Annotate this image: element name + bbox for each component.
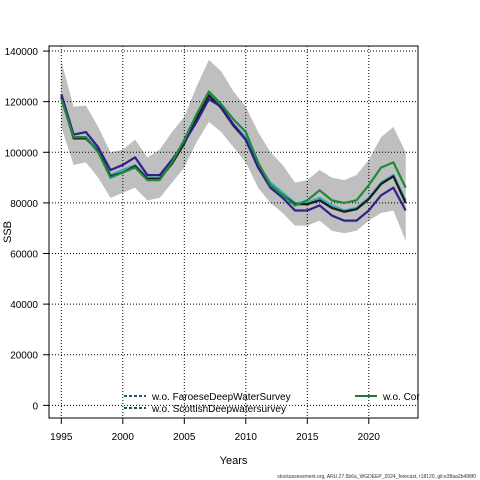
y-tick-label: 60000 [10, 250, 38, 261]
series-line-3 [60, 93, 407, 222]
legend-label: w.o. ScottishDeepwatersurvey [151, 404, 286, 415]
plot-frame [48, 45, 419, 419]
x-tick-label: 2005 [173, 432, 196, 443]
x-tick-label: 2015 [296, 432, 319, 443]
x-tick-label: 2000 [112, 432, 135, 443]
series-layer [60, 90, 407, 222]
source-caption: stockassessment.org, ARU.27.5b6a_WGDEEP_… [277, 474, 476, 480]
y-tick-label: 80000 [10, 199, 38, 210]
confidence-band-layer [61, 59, 406, 241]
y-tick-label: 40000 [10, 300, 38, 311]
x-tick-label: 2020 [358, 432, 381, 443]
legend-label: w.o. FaroeseDeepWaterSurvey [151, 392, 291, 403]
y-tick-label: 20000 [10, 351, 38, 362]
x-tick-label: 2010 [235, 432, 258, 443]
x-tick-label: 1995 [50, 432, 73, 443]
series-line-4 [60, 90, 407, 207]
y-axis-title: SSB [2, 221, 14, 243]
legend-label: w.o. Cor [382, 392, 420, 403]
y-tick-label: 100000 [5, 148, 39, 159]
y-tick-label: 120000 [5, 98, 39, 109]
x-axis-title: Years [220, 455, 248, 467]
x-axis: 1995 2000 2005 2010 2015 2020 [50, 418, 380, 443]
y-axis: 0 20000 40000 60000 80000 100000 120000 140000 [5, 47, 49, 412]
y-tick-label: 140000 [5, 47, 39, 58]
grid-layer [49, 46, 418, 418]
confidence-band [61, 59, 406, 241]
y-tick-label: 0 [32, 401, 38, 412]
